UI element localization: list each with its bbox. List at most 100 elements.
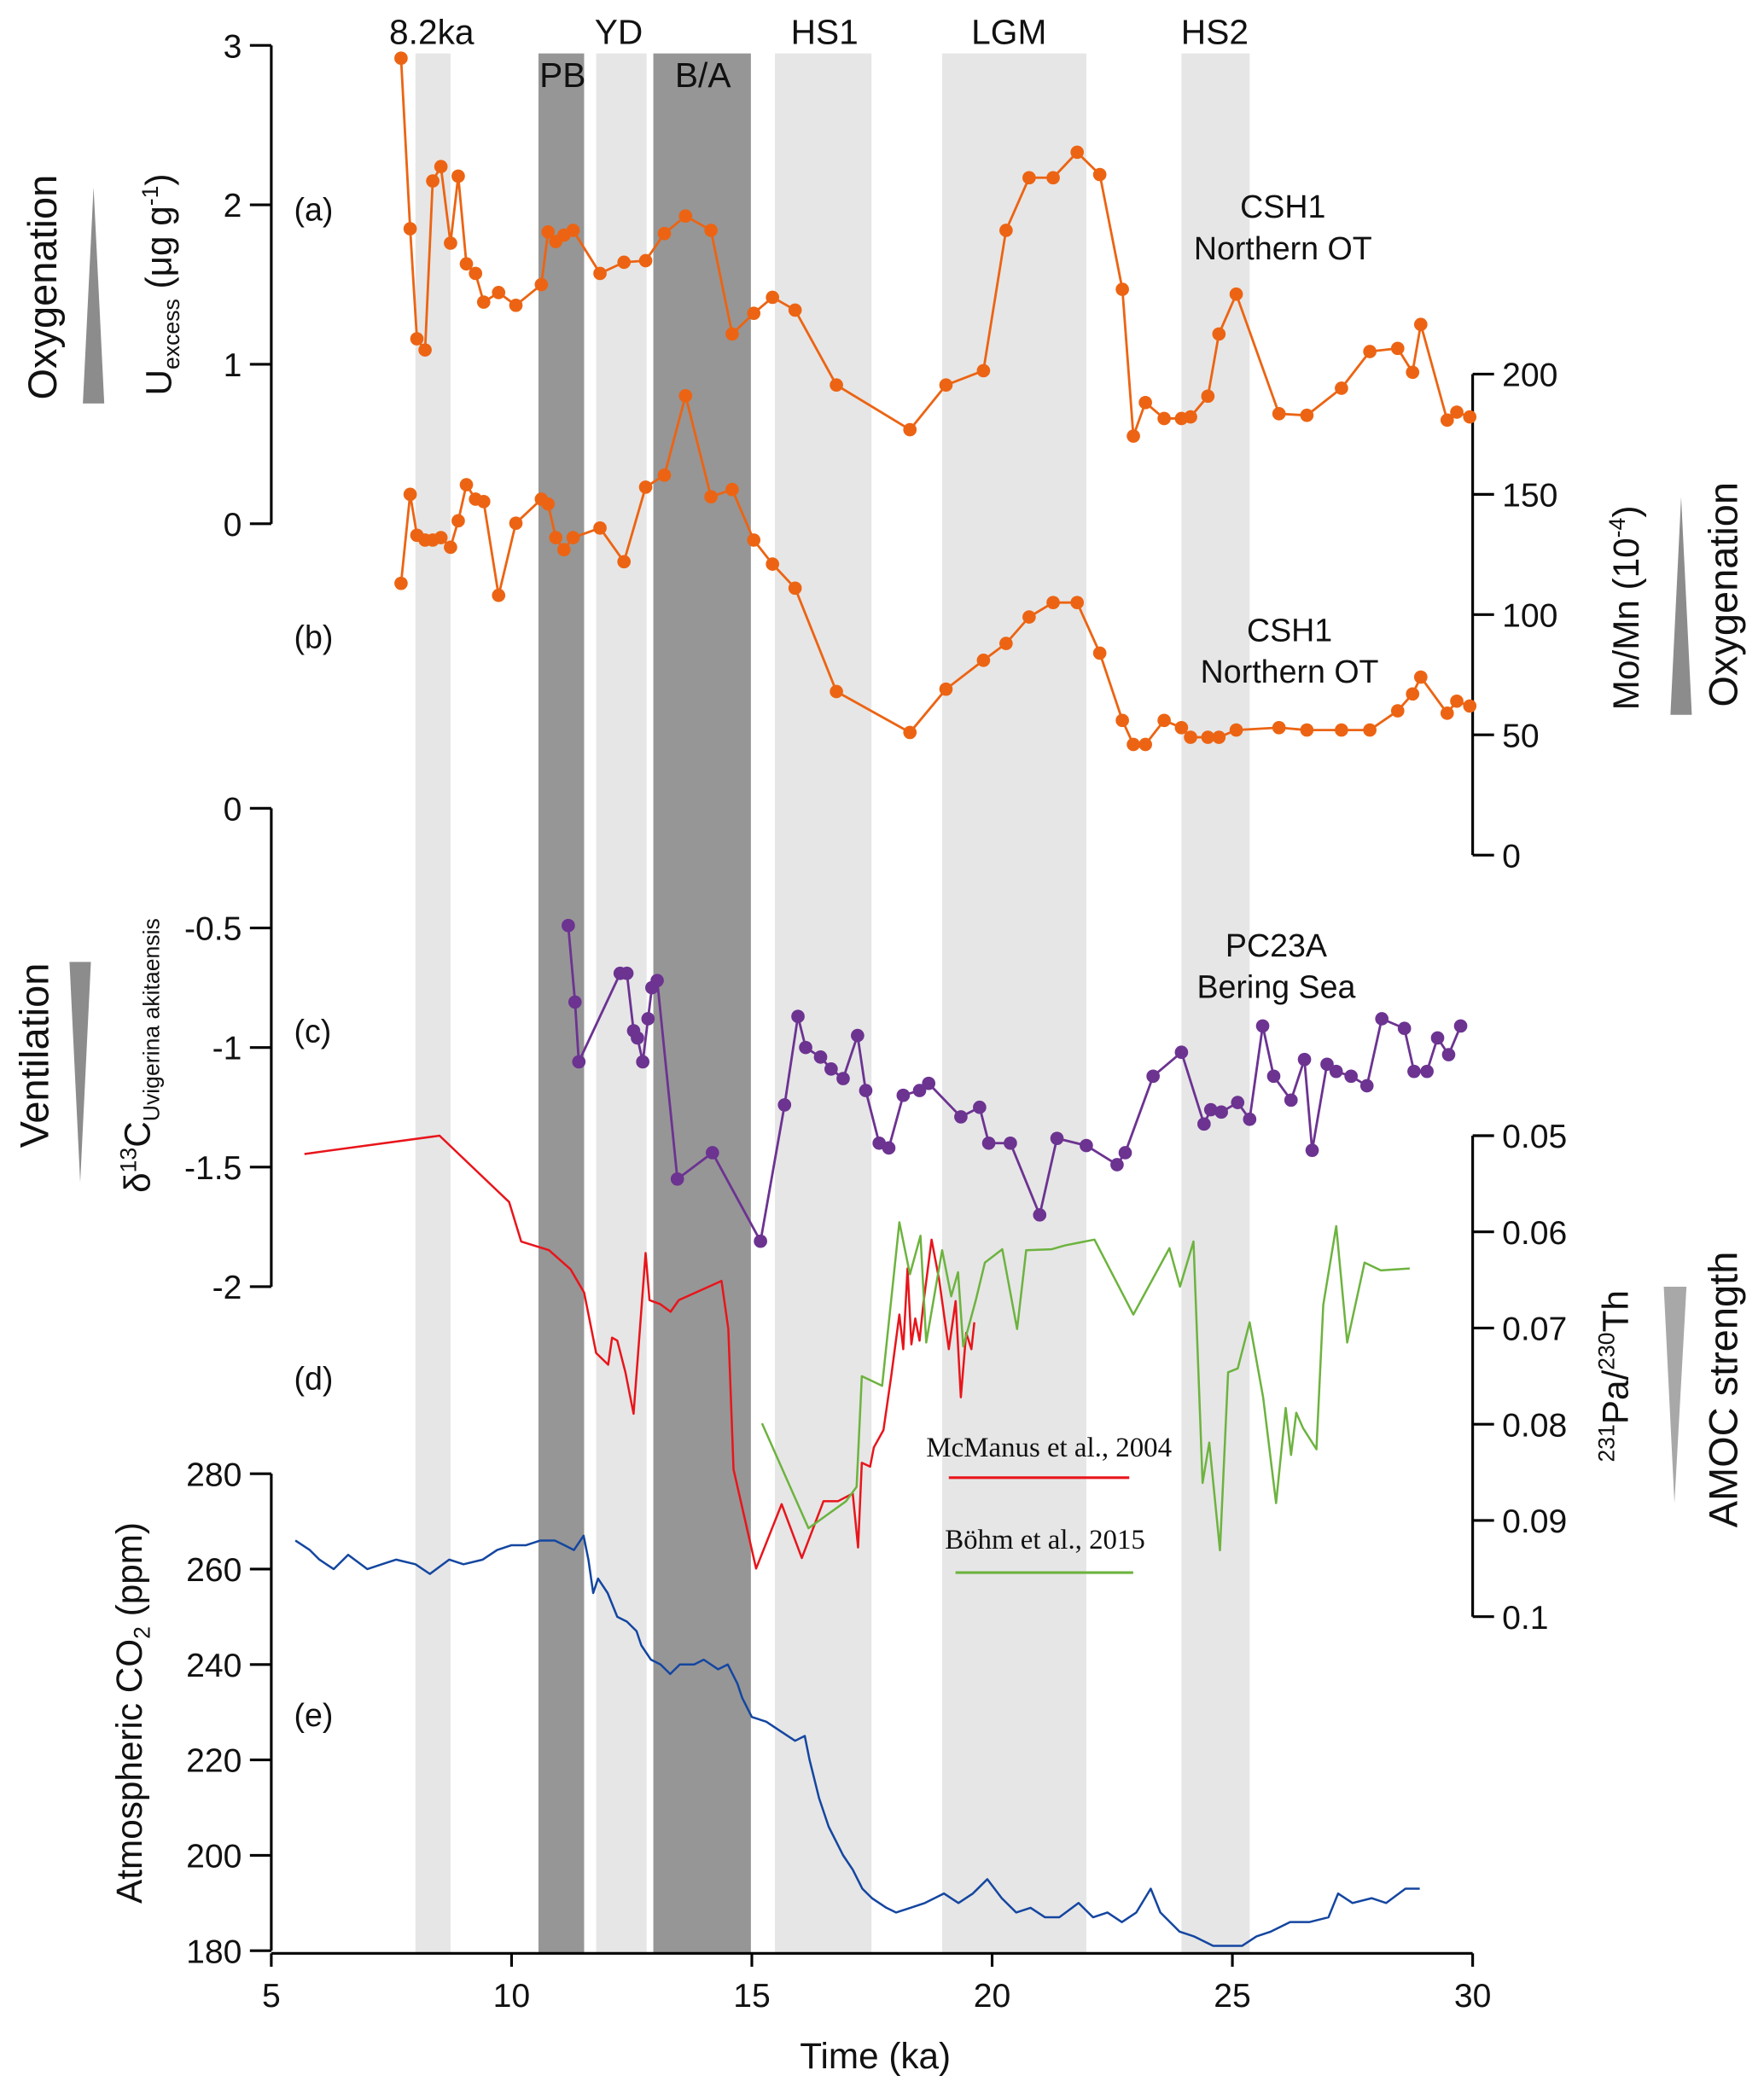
data-point [1214, 1105, 1228, 1119]
y-tick-label: 50 [1502, 718, 1540, 754]
data-point [1201, 389, 1215, 404]
data-point [859, 1084, 873, 1097]
data-point [1413, 670, 1428, 684]
data-point [534, 277, 549, 292]
band-hs1 [775, 53, 872, 1954]
data-point [976, 363, 991, 378]
data-point [451, 514, 465, 528]
data-point [509, 298, 523, 312]
data-point [882, 1141, 896, 1155]
data-point [1266, 1069, 1281, 1084]
data-point [1390, 704, 1405, 718]
y-tick-label: -2 [212, 1270, 242, 1306]
y-tick-label: 200 [1502, 358, 1557, 394]
y-tick-label: 0.09 [1502, 1503, 1567, 1540]
data-point [1080, 1138, 1093, 1153]
ylabel-part: U [138, 369, 178, 396]
y-tick-label: 0 [1502, 838, 1521, 875]
ylabel-part: Atmospheric CO [109, 1639, 149, 1904]
data-point [1046, 596, 1060, 610]
data-point [1463, 410, 1477, 424]
site-annotation: CSH1 [1247, 613, 1332, 648]
ylabel-part: Mo/Mn (10 [1606, 538, 1646, 710]
band-ba [653, 53, 751, 1954]
data-point [562, 918, 575, 933]
y-tick-label: 0.08 [1502, 1407, 1567, 1444]
y-tick-label: 260 [186, 1552, 242, 1589]
ventilation-label: Ventilation [11, 963, 56, 1148]
data-point [912, 1084, 927, 1097]
y-tick-label: -1 [212, 1031, 242, 1067]
data-point [1046, 171, 1060, 185]
data-point [459, 478, 474, 491]
oxygenation-wedge-icon [1670, 497, 1692, 715]
data-point [593, 266, 607, 281]
data-point [1174, 1045, 1189, 1060]
y-tick-label: 3 [224, 28, 242, 65]
ylabel-part: Pa/ [1595, 1370, 1635, 1425]
data-point [670, 1172, 684, 1186]
data-point [410, 332, 424, 346]
data-point [824, 1062, 838, 1076]
site-annotation: Northern OT [1201, 654, 1379, 689]
data-point [830, 684, 843, 699]
data-point [903, 422, 917, 437]
data-point [1092, 167, 1107, 182]
data-point [939, 378, 953, 392]
data-point [1363, 345, 1377, 358]
data-point [976, 654, 991, 667]
y-tick-label: 200 [186, 1838, 242, 1875]
data-point [766, 557, 780, 571]
y-tick-label: 0 [224, 507, 242, 544]
data-point [459, 257, 474, 271]
data-point [1174, 720, 1189, 735]
data-point [1450, 405, 1464, 419]
data-point [725, 482, 739, 497]
panel-label-d: (d) [294, 1361, 334, 1397]
data-point [617, 555, 632, 569]
band-yd [596, 53, 647, 1954]
data-point [1441, 1048, 1456, 1061]
data-point [1033, 1208, 1047, 1222]
data-point [1305, 1143, 1319, 1158]
legend-label: Böhm et al., 2015 [945, 1525, 1145, 1555]
data-point [1022, 171, 1036, 185]
y-axis-title-c: δ13CUvigerina akitaensis [116, 918, 165, 1193]
ylabel-sub: excess [159, 299, 184, 369]
y-axis-title-a: Uexcess (μg g-1) [137, 174, 184, 396]
band-label: YD [595, 13, 643, 52]
x-tick-label: 20 [974, 1978, 1011, 2015]
y-tick-label: 0.06 [1502, 1215, 1567, 1252]
data-point [747, 533, 761, 547]
data-point [566, 224, 580, 237]
panel-label-c: (c) [294, 1013, 332, 1049]
panel-label-b: (b) [294, 619, 334, 654]
data-point [939, 682, 953, 696]
data-point [791, 1009, 805, 1024]
data-point [556, 543, 571, 557]
data-point [1420, 1064, 1434, 1079]
site-annotation: PC23A [1225, 927, 1327, 963]
panel-label-a: (a) [294, 191, 334, 227]
data-point [566, 531, 580, 544]
data-point [657, 226, 672, 241]
band-hs2 [1181, 53, 1250, 1954]
x-axis-title: Time (ka) [800, 2036, 951, 2076]
y-axis-title-e: Atmospheric CO2 (ppm) [109, 1522, 154, 1904]
data-point [725, 327, 739, 341]
data-point [1272, 720, 1286, 735]
data-point [1127, 429, 1140, 443]
x-tick-label: 10 [493, 1978, 531, 2015]
data-point [1300, 723, 1314, 737]
data-point [620, 966, 634, 980]
data-point [469, 266, 483, 281]
y-tick-label: 2 [224, 188, 242, 224]
data-point [444, 540, 457, 555]
data-point [593, 521, 607, 535]
data-point [747, 306, 761, 320]
data-point [1004, 1136, 1017, 1150]
oxygenation-label-left: Oxygenation [20, 175, 65, 400]
data-point [766, 290, 780, 305]
data-point [1320, 1057, 1334, 1072]
